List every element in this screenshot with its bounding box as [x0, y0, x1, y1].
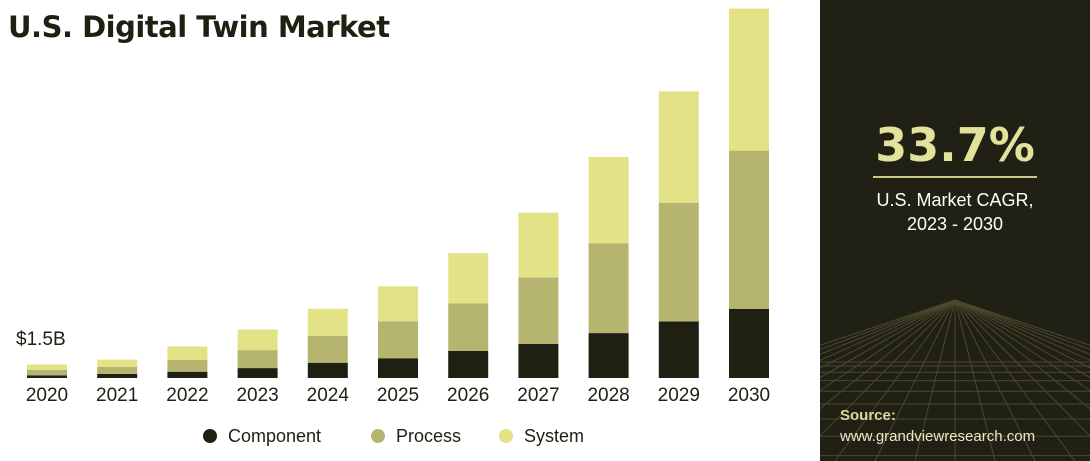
bar-component-2020	[27, 375, 67, 378]
bar-system-2021	[97, 359, 138, 367]
bar-system-2023	[237, 329, 278, 351]
bar-process-2022	[167, 360, 208, 372]
cagr-label: U.S. Market CAGR, 2023 - 2030	[820, 188, 1090, 236]
bar-process-2029	[658, 202, 699, 322]
bar-component-2022	[167, 371, 208, 378]
bar-process-2020	[27, 369, 67, 376]
grid-decoration	[820, 299, 1090, 461]
legend-label-process: Process	[396, 426, 461, 446]
bar-component-2030	[729, 308, 769, 378]
cagr-label-line2: 2023 - 2030	[906, 214, 1004, 234]
x-tick-label-2020: 2020	[26, 385, 68, 406]
bar-component-2027	[518, 343, 559, 378]
bar-system-2028	[588, 156, 629, 244]
x-tick-label-2030: 2030	[728, 385, 770, 406]
first-bar-value-label: $1.5B	[16, 329, 66, 350]
x-tick-label-2023: 2023	[236, 385, 278, 406]
legend-label-system: System	[524, 426, 584, 446]
bar-component-2021	[97, 374, 138, 378]
bars-group	[27, 8, 769, 378]
cagr-label-line1: U.S. Market CAGR,	[876, 190, 1034, 210]
legend-swatch-process	[371, 429, 385, 443]
x-tick-label-2022: 2022	[166, 385, 208, 406]
bar-system-2029	[658, 91, 699, 203]
chart-title: U.S. Digital Twin Market	[8, 10, 390, 44]
bar-system-2024	[307, 308, 348, 336]
bar-component-2024	[307, 362, 348, 378]
stacked-bar-chart: 2020 2021 2022 2023 2024 2025 2026 2027 2028 2029…	[16, 8, 770, 446]
bar-system-2020	[27, 364, 67, 370]
x-tick-label-2026: 2026	[447, 385, 489, 406]
bar-process-2027	[518, 277, 559, 344]
bar-process-2025	[378, 321, 418, 359]
bar-system-2030	[729, 8, 769, 151]
bar-component-2023	[237, 368, 278, 378]
bar-component-2028	[588, 333, 629, 378]
x-tick-label-2021: 2021	[96, 385, 138, 406]
bar-component-2026	[448, 351, 489, 378]
bar-system-2025	[378, 286, 418, 322]
bar-system-2026	[448, 253, 489, 304]
x-tick-label-2029: 2029	[658, 385, 700, 406]
legend: Component Process System	[203, 426, 584, 446]
bar-component-2029	[658, 321, 699, 378]
bar-process-2030	[729, 150, 769, 309]
bar-process-2021	[97, 366, 138, 374]
cagr-divider	[873, 176, 1037, 178]
bar-system-2027	[518, 212, 559, 278]
legend-swatch-system	[499, 429, 513, 443]
bar-process-2023	[237, 350, 278, 369]
x-axis-tick-labels: 2020 2021 2022 2023 2024 2025 2026 2027 2028 2029…	[26, 385, 770, 406]
bar-component-2025	[378, 358, 418, 378]
cagr-value: 33.7%	[875, 118, 1035, 172]
source-title: Source:	[840, 407, 896, 424]
bar-process-2026	[448, 303, 489, 351]
x-tick-label-2024: 2024	[307, 385, 350, 406]
legend-label-component: Component	[228, 426, 321, 446]
source-url: www.grandviewresearch.com	[840, 428, 1036, 445]
bar-process-2028	[588, 243, 629, 334]
x-tick-label-2025: 2025	[377, 385, 419, 406]
x-tick-label-2028: 2028	[587, 385, 629, 406]
bar-system-2022	[167, 346, 208, 360]
legend-swatch-component	[203, 429, 217, 443]
bar-process-2024	[307, 335, 348, 363]
cagr-panel: 33.7% U.S. Market CAGR, 2023 - 2030 Sour…	[820, 0, 1090, 461]
x-tick-label-2027: 2027	[517, 385, 559, 406]
